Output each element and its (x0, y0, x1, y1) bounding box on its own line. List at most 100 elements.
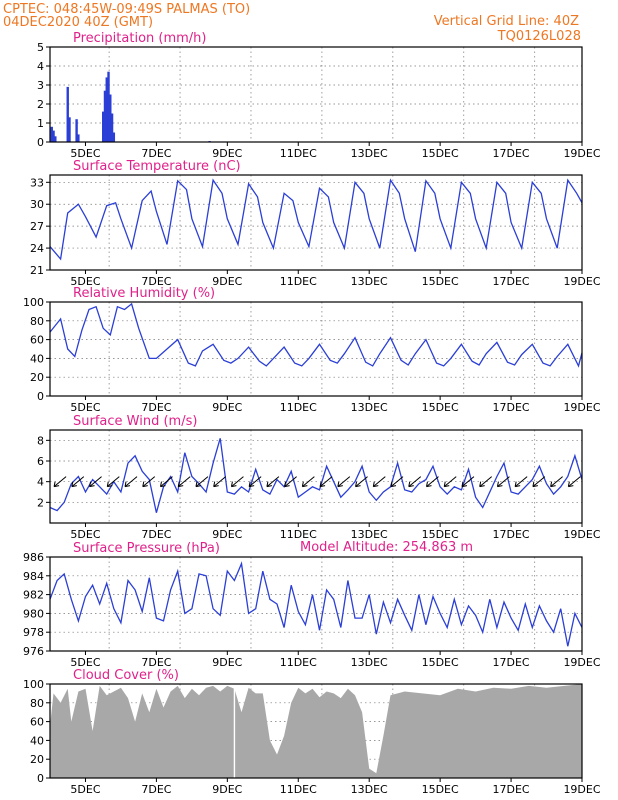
precip-bar (68, 117, 71, 142)
x-tick-label: 17DEC (493, 528, 530, 541)
wind-arrow-head (89, 481, 95, 488)
precip-bar (54, 136, 57, 142)
x-tick-label: 5DEC (70, 275, 100, 288)
wind-arrow-head (142, 481, 148, 488)
wind-arrow (443, 476, 457, 488)
wind-arrow (124, 476, 138, 488)
y-tick-label: 978 (23, 626, 44, 639)
precip-bar (109, 94, 112, 142)
x-tick-label: 7DEC (141, 401, 171, 414)
x-tick-label: 5DEC (70, 147, 100, 160)
wind-arrow (319, 476, 333, 488)
x-tick-label: 7DEC (141, 783, 171, 796)
vertical-grid-note: Vertical Grid Line: 40Z (434, 14, 579, 29)
x-tick-label: 11DEC (280, 401, 317, 414)
wind-arrow-head (53, 481, 60, 488)
panel-title: Surface Wind (m/s) (73, 414, 197, 429)
y-tick-label: 3 (37, 79, 44, 92)
model-code: TQ0126L028 (497, 29, 581, 44)
wind-arrow (177, 476, 191, 488)
wind-arrow (142, 476, 156, 488)
model-altitude: Model Altitude: 254.863 m (300, 540, 473, 555)
y-tick-label: 100 (23, 678, 44, 691)
station-header: CPTEC: 048:45W-09:49S PALMAS (TO) (3, 2, 250, 17)
wind-arrow-head (567, 481, 574, 488)
y-tick-label: 976 (23, 645, 44, 658)
x-tick-label: 11DEC (280, 275, 317, 288)
wind-arrow (408, 476, 422, 488)
wind-arrow (266, 476, 280, 488)
wind-arrow (372, 476, 386, 488)
y-tick-label: 8 (37, 434, 44, 447)
panel-5: Surface Pressure (hPa) 976 978 980 982 984 986… (23, 541, 601, 669)
y-tick-label: 40 (30, 734, 44, 747)
x-tick-label: 11DEC (280, 528, 317, 541)
panel-2: Surface Temperature (nC) 21 24 27 30 33 5DEC 7D… (30, 159, 601, 288)
x-tick-label: 7DEC (141, 528, 171, 541)
y-tick-label: 60 (30, 334, 44, 347)
y-tick-label: 80 (30, 315, 44, 328)
x-tick-label: 9DEC (212, 528, 242, 541)
series-line (49, 178, 583, 261)
panel-frame (49, 46, 583, 143)
cloud-area (50, 684, 582, 778)
x-tick-label: 9DEC (212, 783, 242, 796)
wind-arrow (355, 476, 368, 488)
x-tick-label: 19DEC (563, 656, 600, 669)
x-tick-label: 17DEC (493, 783, 530, 796)
wind-arrow-head (177, 481, 184, 488)
y-tick-label: 986 (23, 551, 44, 564)
precip-bar (103, 90, 107, 142)
y-tick-label: 20 (30, 371, 44, 384)
x-tick-label: 19DEC (563, 147, 600, 160)
wind-arrow-head (106, 481, 113, 488)
y-tick-label: 40 (30, 352, 44, 365)
y-tick-label: 5 (37, 41, 44, 54)
x-tick-label: 9DEC (212, 275, 242, 288)
x-tick-label: 9DEC (212, 147, 242, 160)
wind-arrow-head (550, 481, 556, 488)
wind-arrow-head (479, 481, 485, 488)
wind-arrow-head (301, 481, 308, 488)
wind-arrow (461, 476, 475, 488)
y-tick-label: 33 (30, 176, 44, 189)
x-tick-label: 15DEC (422, 528, 459, 541)
wind-arrow-head (532, 481, 538, 488)
x-tick-label: 13DEC (351, 401, 388, 414)
wind-arrow (426, 476, 439, 488)
y-tick-label: 21 (30, 264, 44, 277)
x-tick-label: 5DEC (70, 401, 100, 414)
x-tick-label: 17DEC (493, 656, 530, 669)
wind-arrow-head (319, 481, 326, 488)
x-tick-label: 19DEC (563, 528, 600, 541)
y-tick-label: 27 (30, 220, 44, 233)
y-tick-label: 6 (37, 455, 44, 468)
y-tick-label: 980 (23, 607, 44, 620)
panel-title: Surface Temperature (nC) (73, 159, 241, 174)
run-date: 04DEC2020 40Z (GMT) (3, 15, 153, 30)
x-tick-label: 7DEC (141, 275, 171, 288)
y-tick-label: 2 (37, 98, 44, 111)
precip-bar (110, 113, 114, 142)
panel-title: Relative Humidity (%) (73, 286, 215, 301)
y-tick-label: 984 (23, 570, 44, 583)
panel-6: Cloud Cover (%) 0 20 40 60 80 100 5DEC 7DEC 9DEC 1… (23, 668, 601, 796)
panel-title: Precipitation (mm/h) (73, 31, 206, 46)
wind-arrow (89, 476, 102, 488)
wind-arrow (53, 476, 67, 488)
wind-arrow-head (496, 481, 503, 488)
wind-arrow (231, 476, 244, 488)
y-tick-label: 0 (37, 136, 44, 149)
y-tick-label: 80 (30, 697, 44, 710)
wind-arrow-head (355, 481, 361, 488)
y-tick-label: 0 (37, 390, 44, 403)
wind-arrow (390, 476, 404, 488)
wind-arrow-head (461, 481, 468, 488)
x-tick-label: 15DEC (422, 275, 459, 288)
wind-arrow-head (71, 481, 77, 488)
precip-bar (102, 111, 105, 142)
wind-arrow (497, 476, 510, 488)
y-tick-label: 1 (37, 117, 44, 130)
wind-arrow (532, 476, 546, 488)
wind-arrow-head (284, 481, 290, 488)
